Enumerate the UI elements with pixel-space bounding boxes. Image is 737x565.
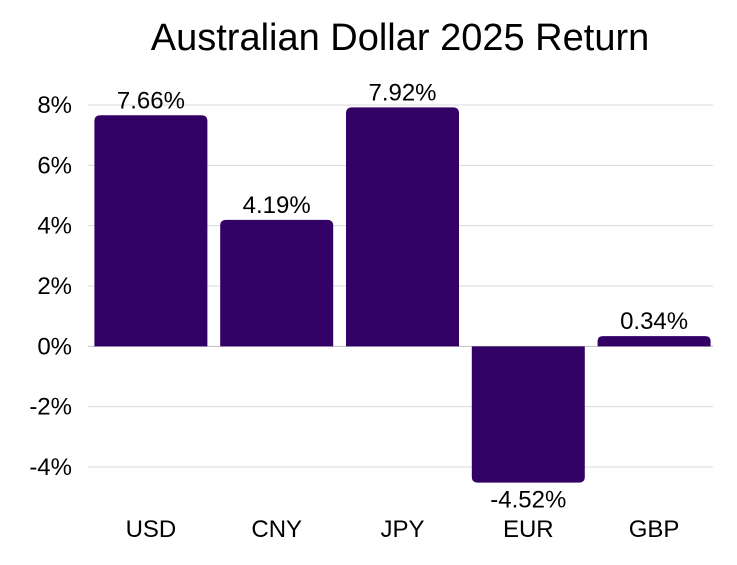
bar-usd [94,115,208,347]
y-tick-label: -4% [29,454,72,481]
bar-jpy [346,107,459,347]
data-label: 7.66% [117,87,185,114]
data-label: 7.92% [368,79,436,106]
y-tick-label: 8% [37,92,72,119]
x-tick-label: JPY [380,516,424,543]
x-tick-label: GBP [629,516,680,543]
y-tick-label: 2% [37,273,72,300]
y-tick-label: 4% [37,213,72,240]
x-tick-label: CNY [251,516,302,543]
bar-gbp [597,336,711,347]
data-label: 0.34% [620,308,688,335]
y-tick-label: 0% [37,333,72,360]
x-tick-label: USD [126,516,177,543]
x-axis: USD CNY JPY EUR GBP [126,516,680,543]
bar-cny [220,219,334,347]
y-axis: 8% 6% 4% 2% 0% -2% -4% [29,92,72,481]
bar-eur [471,346,585,483]
data-label: -4.52% [490,487,566,514]
x-tick-label: EUR [503,516,554,543]
data-label: 4.19% [243,192,311,219]
bars-layer [94,107,711,483]
y-tick-label: 6% [37,152,72,179]
chart-title: Australian Dollar 2025 Return [151,17,650,59]
y-tick-label: -2% [29,394,72,421]
labels-layer: 7.66% 4.19% 7.92% -4.52% 0.34% [117,79,688,513]
